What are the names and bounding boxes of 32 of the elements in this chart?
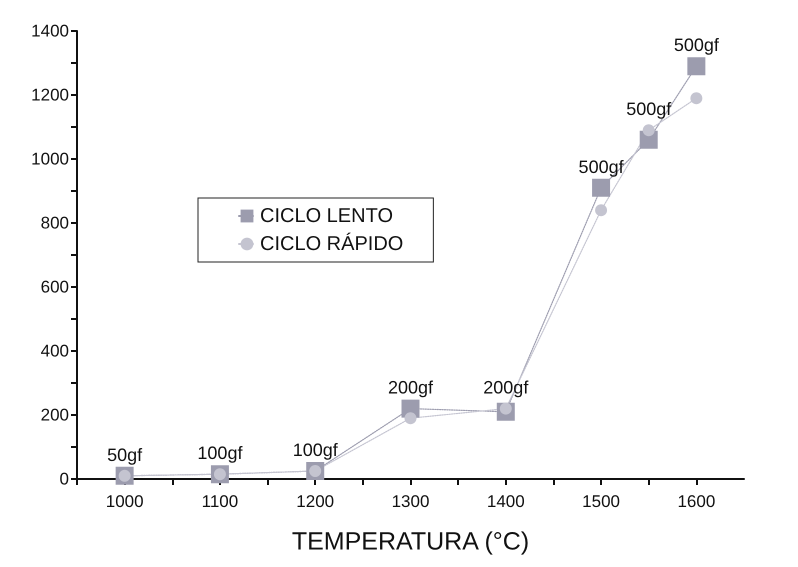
annotation: 100gf [292,440,339,460]
annotation: 500gf [626,99,672,120]
annotation: 500gf [578,156,625,177]
annotation: 100gf [197,443,244,464]
annotation: 500gf [674,35,720,56]
x-tick-label: 1400 [486,492,525,511]
point [404,412,416,424]
legend-label: CICLO RÁPIDO [260,232,404,255]
legend-label: CICLO LENTO [260,205,393,227]
y-tick-label: 400 [40,342,69,360]
x-tick-label: 1200 [296,492,334,511]
x-tick-label: 1300 [392,492,430,511]
y-tick-label: 1000 [31,150,69,168]
y-tick-label: 1400 [31,22,69,40]
annotation: 200gf [388,378,434,398]
x-tick-label: 1500 [582,492,620,511]
annotation: 200gf [483,378,530,398]
y-tick-label: 0 [60,470,69,488]
y-tick-label: 800 [40,214,69,232]
y-tick-label: 1200 [31,86,69,104]
x-tick-label: 1600 [677,492,716,511]
x-axis-title: TEMPERATURA (°C) [292,528,530,556]
point [687,57,706,76]
x-tick-label: 1000 [106,492,144,511]
point [642,124,655,136]
point [595,204,608,216]
y-tick-label: 200 [40,406,69,424]
point [592,178,610,197]
point [690,92,702,104]
x-tick-label: 1100 [202,492,238,511]
annotation: 50gf [107,444,144,465]
y-tick-label: 600 [40,278,69,296]
